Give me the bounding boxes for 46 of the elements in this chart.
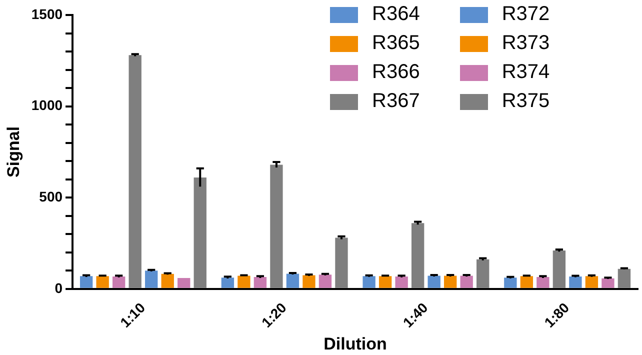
- bar: [552, 250, 566, 288]
- bar: [145, 270, 158, 288]
- bar: [96, 276, 109, 288]
- bar: [335, 238, 348, 288]
- legend-label: R366: [372, 61, 420, 84]
- y-tick-label: 1500: [31, 6, 63, 22]
- bar: [302, 275, 316, 288]
- x-axis-title: Dilution: [324, 334, 387, 354]
- legend-label: R364: [372, 3, 420, 26]
- bar: [618, 268, 631, 288]
- bar: [460, 276, 473, 288]
- legend-label: R374: [502, 61, 550, 84]
- legend-label: R373: [502, 32, 550, 55]
- y-tick-label: 1000: [31, 97, 63, 114]
- bar: [602, 278, 614, 288]
- bar: [378, 276, 392, 288]
- legend-label: R375: [502, 90, 550, 113]
- bar: [80, 276, 93, 288]
- bar: [362, 276, 376, 288]
- legend-label: R372: [502, 3, 550, 26]
- bar: [395, 276, 408, 288]
- legend-label: R365: [372, 32, 420, 55]
- bar: [504, 278, 517, 288]
- bar: [161, 274, 174, 288]
- y-axis-title: Signal: [4, 126, 23, 178]
- bar: [428, 276, 440, 288]
- bar: [128, 55, 142, 288]
- bar: [476, 259, 490, 288]
- y-tick-label: 0: [54, 280, 63, 296]
- bar: [194, 178, 206, 288]
- bar: [318, 274, 332, 288]
- bar: [178, 278, 190, 288]
- bar: [520, 276, 534, 288]
- bar: [238, 276, 250, 288]
- bar: [112, 276, 126, 288]
- legend-label: R367: [372, 90, 420, 113]
- bar: [270, 164, 283, 288]
- bar: [444, 276, 457, 288]
- bar: [569, 276, 582, 288]
- bar: [286, 274, 300, 288]
- y-tick-label: 500: [39, 188, 63, 204]
- bar: [411, 223, 424, 288]
- bar: [254, 277, 267, 288]
- bar: [585, 276, 598, 288]
- bar: [536, 277, 550, 288]
- bar: [221, 278, 234, 288]
